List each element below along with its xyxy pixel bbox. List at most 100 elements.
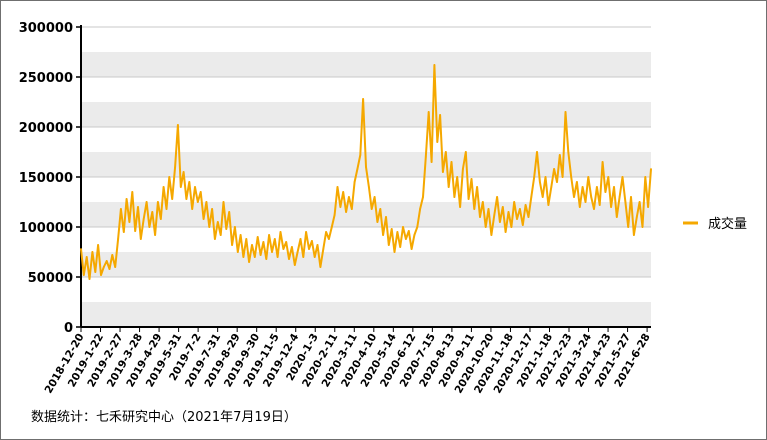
grid-bands bbox=[81, 26, 651, 328]
data-point bbox=[128, 221, 131, 223]
data-point bbox=[122, 231, 125, 233]
data-point bbox=[641, 226, 644, 228]
data-point bbox=[493, 214, 496, 216]
data-point bbox=[234, 226, 236, 228]
data-point bbox=[268, 234, 270, 236]
data-point bbox=[456, 176, 459, 178]
data-point bbox=[171, 198, 174, 200]
data-point bbox=[450, 161, 453, 163]
data-point bbox=[168, 176, 171, 178]
data-point bbox=[88, 278, 91, 280]
data-point bbox=[239, 234, 242, 236]
y-axis: 0 50000 100000 150000 200000 250000 300000 bbox=[19, 21, 82, 336]
grid-band bbox=[81, 27, 651, 52]
data-point bbox=[191, 208, 194, 210]
data-point bbox=[630, 196, 632, 198]
data-point bbox=[117, 238, 119, 240]
data-point bbox=[601, 161, 604, 163]
data-point bbox=[151, 211, 154, 213]
data-point bbox=[473, 208, 476, 210]
data-point bbox=[211, 208, 214, 210]
data-point bbox=[313, 256, 316, 258]
data-point bbox=[120, 208, 122, 210]
data-point bbox=[385, 216, 387, 218]
data-point bbox=[596, 186, 598, 188]
data-point bbox=[487, 208, 490, 210]
data-point bbox=[593, 208, 595, 210]
data-point bbox=[333, 214, 336, 216]
data-point bbox=[635, 216, 638, 218]
data-point bbox=[322, 248, 325, 250]
legend: 成交量 bbox=[683, 216, 747, 232]
grid-band bbox=[81, 302, 651, 327]
data-point bbox=[296, 251, 299, 253]
data-point bbox=[613, 186, 615, 188]
data-point bbox=[567, 151, 570, 153]
data-point bbox=[319, 266, 322, 268]
data-point bbox=[285, 241, 288, 243]
grid-band bbox=[81, 77, 651, 102]
data-point bbox=[216, 221, 219, 223]
data-point bbox=[501, 206, 504, 208]
data-point bbox=[436, 141, 439, 143]
data-point bbox=[558, 154, 561, 156]
data-point bbox=[353, 181, 356, 183]
data-point bbox=[598, 204, 601, 206]
data-point bbox=[462, 168, 464, 170]
data-point bbox=[427, 111, 430, 113]
data-point bbox=[470, 178, 473, 180]
data-point bbox=[393, 251, 396, 253]
data-point bbox=[373, 196, 376, 198]
data-point bbox=[396, 231, 399, 233]
data-point bbox=[379, 208, 382, 210]
data-point bbox=[556, 181, 558, 183]
data-point bbox=[279, 231, 282, 233]
y-tick-label: 150000 bbox=[19, 171, 73, 186]
data-point bbox=[519, 208, 521, 210]
data-point bbox=[618, 196, 621, 198]
data-point bbox=[259, 254, 262, 256]
data-point bbox=[365, 166, 367, 168]
data-point bbox=[444, 151, 447, 153]
data-point bbox=[299, 238, 302, 240]
data-point bbox=[291, 246, 293, 248]
data-point bbox=[481, 201, 484, 203]
grid-band bbox=[81, 202, 651, 227]
data-point bbox=[430, 161, 433, 163]
data-point bbox=[647, 206, 649, 208]
data-point bbox=[105, 260, 108, 262]
data-point bbox=[544, 176, 547, 178]
data-point bbox=[185, 198, 188, 200]
data-point bbox=[570, 176, 573, 178]
data-point bbox=[134, 230, 137, 232]
data-point bbox=[265, 258, 268, 260]
data-point bbox=[422, 196, 424, 198]
data-point bbox=[368, 186, 370, 188]
data-point bbox=[530, 196, 533, 198]
data-point bbox=[108, 268, 111, 270]
data-point bbox=[447, 186, 450, 188]
data-point bbox=[370, 208, 373, 210]
data-point bbox=[154, 234, 157, 236]
data-point bbox=[165, 208, 168, 210]
data-point bbox=[253, 256, 256, 258]
data-point bbox=[199, 191, 202, 193]
data-point bbox=[85, 256, 88, 258]
data-point bbox=[410, 248, 413, 250]
data-point bbox=[142, 218, 145, 220]
data-point bbox=[587, 176, 590, 178]
data-point bbox=[524, 204, 527, 206]
data-point bbox=[499, 221, 501, 223]
data-point bbox=[581, 186, 584, 188]
y-tick-label: 300000 bbox=[19, 21, 73, 36]
data-point bbox=[590, 196, 593, 198]
data-point bbox=[539, 181, 541, 183]
data-point bbox=[256, 236, 259, 238]
source-note: 数据统计：七禾研究中心（2021年7月19日） bbox=[31, 410, 297, 425]
data-point bbox=[362, 98, 364, 100]
data-point bbox=[179, 186, 182, 188]
data-point bbox=[114, 266, 117, 268]
data-point bbox=[345, 211, 347, 213]
data-point bbox=[490, 234, 493, 236]
